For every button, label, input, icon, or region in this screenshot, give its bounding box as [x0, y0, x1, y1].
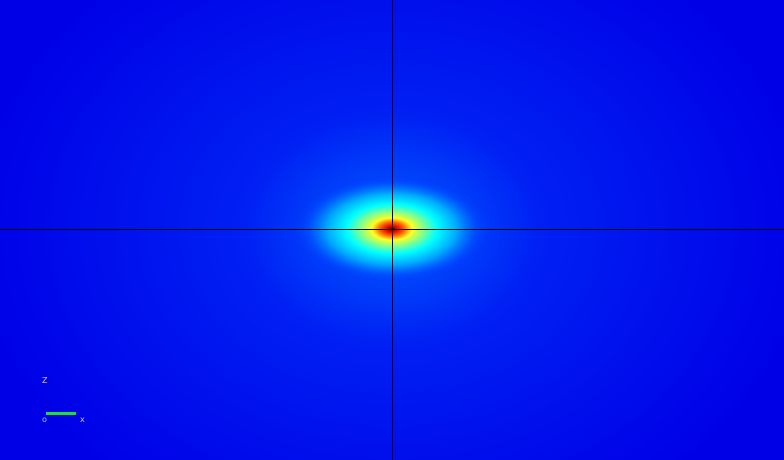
crosshair-vertical [392, 0, 393, 460]
axis-origin-label: o [42, 415, 47, 424]
axis-z-label: Z [42, 376, 48, 385]
axis-triad: Z o x [36, 372, 96, 428]
axis-x-label: x [80, 415, 85, 424]
axis-x-bar [46, 412, 76, 415]
